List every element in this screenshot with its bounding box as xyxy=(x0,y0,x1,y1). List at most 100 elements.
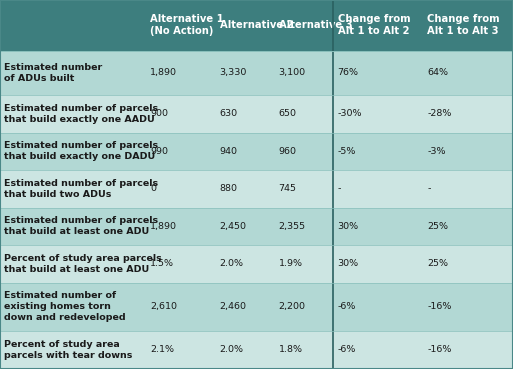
Bar xyxy=(146,132,215,170)
Text: Change from
Alt 1 to Alt 3: Change from Alt 1 to Alt 3 xyxy=(427,14,500,37)
Bar xyxy=(146,207,215,245)
Bar xyxy=(423,283,513,331)
Bar xyxy=(146,51,215,95)
Bar xyxy=(333,283,423,331)
Text: 3,330: 3,330 xyxy=(220,69,247,77)
Bar xyxy=(423,95,513,132)
Bar xyxy=(146,245,215,283)
Bar xyxy=(146,0,215,51)
Bar xyxy=(215,245,274,283)
Bar xyxy=(215,283,274,331)
Text: Estimated number of parcels
that build two ADUs: Estimated number of parcels that build t… xyxy=(4,179,158,199)
Bar xyxy=(0,51,146,95)
Bar xyxy=(274,132,333,170)
Bar xyxy=(423,132,513,170)
Bar xyxy=(146,170,215,207)
Text: 0: 0 xyxy=(150,184,156,193)
Text: 2.0%: 2.0% xyxy=(220,259,244,268)
Bar xyxy=(0,0,146,51)
Bar xyxy=(0,170,146,207)
Text: Percent of study area parcels
that build at least one ADU: Percent of study area parcels that build… xyxy=(4,254,162,274)
Text: -: - xyxy=(427,184,431,193)
Text: 2.1%: 2.1% xyxy=(150,345,174,354)
Text: 25%: 25% xyxy=(427,222,448,231)
Bar xyxy=(423,51,513,95)
Bar xyxy=(274,95,333,132)
Text: Alternative 1
(No Action): Alternative 1 (No Action) xyxy=(150,14,224,37)
Text: Estimated number of parcels
that build exactly one AADU: Estimated number of parcels that build e… xyxy=(4,104,158,124)
Text: -28%: -28% xyxy=(427,109,452,118)
Bar xyxy=(0,95,146,132)
Bar xyxy=(423,245,513,283)
Text: 2,610: 2,610 xyxy=(150,302,177,311)
Text: 960: 960 xyxy=(279,147,297,156)
Bar xyxy=(215,207,274,245)
Text: 880: 880 xyxy=(220,184,238,193)
Text: 745: 745 xyxy=(279,184,297,193)
Bar xyxy=(333,331,423,369)
Text: Estimated number of parcels
that build at least one ADU: Estimated number of parcels that build a… xyxy=(4,216,158,236)
Bar xyxy=(0,245,146,283)
Bar xyxy=(423,0,513,51)
Bar xyxy=(215,170,274,207)
Bar xyxy=(333,95,423,132)
Bar xyxy=(423,170,513,207)
Bar xyxy=(215,95,274,132)
Bar xyxy=(215,132,274,170)
Text: 1.5%: 1.5% xyxy=(150,259,174,268)
Bar xyxy=(333,132,423,170)
Text: Change from
Alt 1 to Alt 2: Change from Alt 1 to Alt 2 xyxy=(338,14,410,37)
Text: 30%: 30% xyxy=(338,222,359,231)
Text: -16%: -16% xyxy=(427,345,452,354)
Bar xyxy=(333,0,423,51)
Text: -5%: -5% xyxy=(338,147,356,156)
Text: 3,100: 3,100 xyxy=(279,69,306,77)
Bar xyxy=(146,331,215,369)
Bar xyxy=(274,51,333,95)
Text: 2,450: 2,450 xyxy=(220,222,247,231)
Text: -6%: -6% xyxy=(338,302,356,311)
Bar xyxy=(215,331,274,369)
Bar xyxy=(333,170,423,207)
Text: 1.9%: 1.9% xyxy=(279,259,303,268)
Text: 1,890: 1,890 xyxy=(150,222,177,231)
Text: -6%: -6% xyxy=(338,345,356,354)
Text: 2,460: 2,460 xyxy=(220,302,247,311)
Text: 630: 630 xyxy=(220,109,238,118)
Bar xyxy=(146,95,215,132)
Bar xyxy=(333,51,423,95)
Text: 1.8%: 1.8% xyxy=(279,345,303,354)
Bar xyxy=(215,0,274,51)
Text: 1,890: 1,890 xyxy=(150,69,177,77)
Text: Percent of study area
parcels with tear downs: Percent of study area parcels with tear … xyxy=(4,340,132,360)
Text: -: - xyxy=(338,184,341,193)
Bar xyxy=(423,331,513,369)
Text: 650: 650 xyxy=(279,109,297,118)
Text: 30%: 30% xyxy=(338,259,359,268)
Bar xyxy=(333,207,423,245)
Text: Alternative 2: Alternative 2 xyxy=(220,21,293,31)
Bar xyxy=(146,283,215,331)
Text: Alternative 3: Alternative 3 xyxy=(279,21,352,31)
Text: Estimated number of parcels
that build exactly one DADU: Estimated number of parcels that build e… xyxy=(4,141,158,161)
Text: Estimated number of
existing homes torn
down and redeveloped: Estimated number of existing homes torn … xyxy=(4,292,126,322)
Text: 2,355: 2,355 xyxy=(279,222,306,231)
Text: 64%: 64% xyxy=(427,69,448,77)
Bar xyxy=(274,245,333,283)
Text: 940: 940 xyxy=(220,147,238,156)
Bar xyxy=(274,331,333,369)
Text: 76%: 76% xyxy=(338,69,359,77)
Bar xyxy=(0,283,146,331)
Text: 990: 990 xyxy=(150,147,168,156)
Text: 2,200: 2,200 xyxy=(279,302,306,311)
Text: -30%: -30% xyxy=(338,109,362,118)
Text: 900: 900 xyxy=(150,109,168,118)
Text: Estimated number
of ADUs built: Estimated number of ADUs built xyxy=(4,63,103,83)
Bar xyxy=(423,207,513,245)
Bar xyxy=(333,245,423,283)
Bar xyxy=(0,207,146,245)
Text: 25%: 25% xyxy=(427,259,448,268)
Text: -16%: -16% xyxy=(427,302,452,311)
Text: -3%: -3% xyxy=(427,147,446,156)
Bar xyxy=(0,132,146,170)
